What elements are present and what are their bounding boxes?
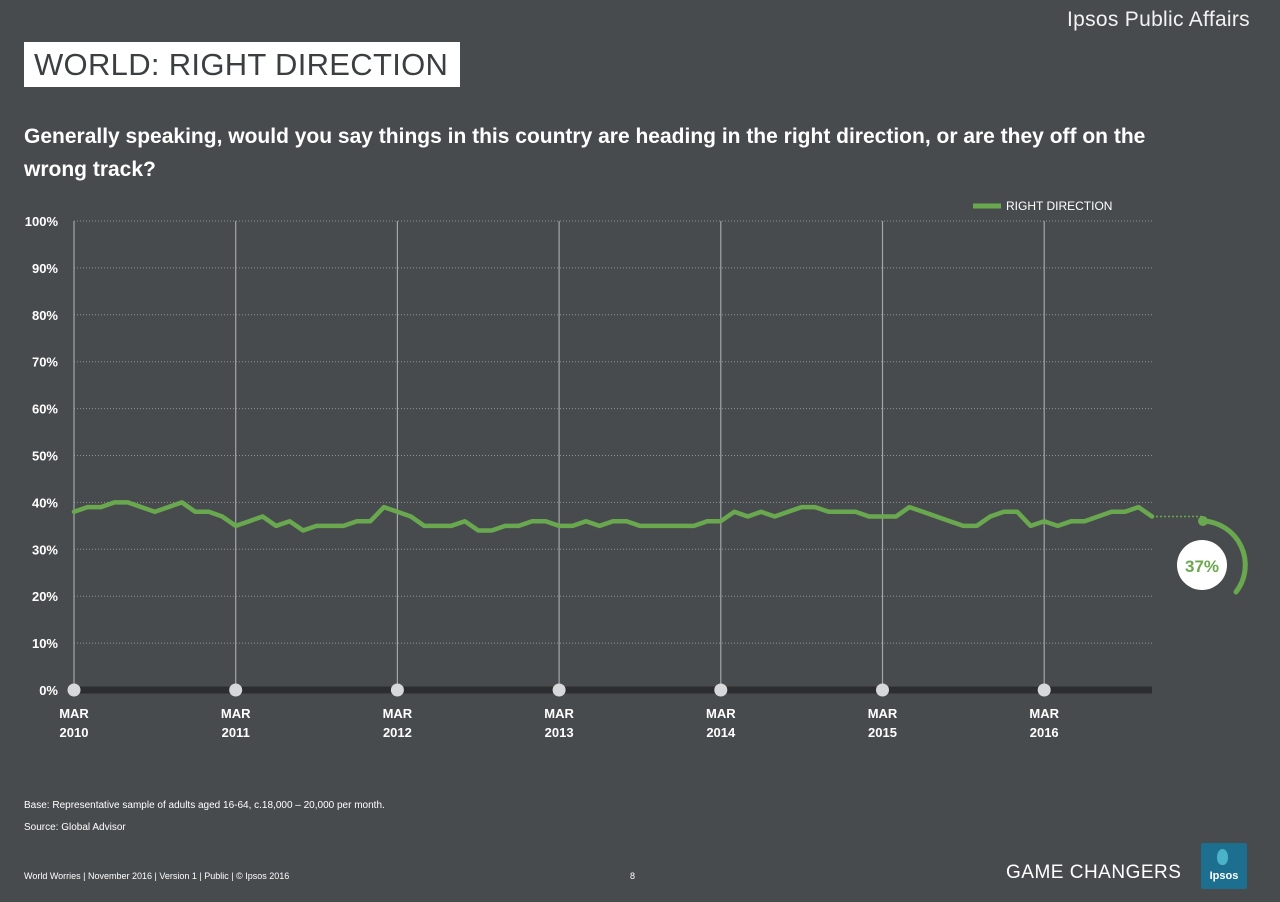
- x-tick-year: 2010: [60, 725, 89, 740]
- logo-drop-icon: [1217, 849, 1228, 865]
- x-tick-year: 2013: [545, 725, 574, 740]
- brand-name: Ipsos Public Affairs: [1066, 8, 1250, 31]
- y-tick-label: 90%: [32, 261, 58, 276]
- x-tick-year: 2015: [868, 725, 897, 740]
- x-axis-marker: [714, 683, 728, 697]
- y-tick-label: 0%: [39, 683, 58, 698]
- x-axis-marker: [552, 683, 566, 697]
- y-tick-label: 60%: [32, 402, 58, 417]
- y-tick-label: 40%: [32, 495, 58, 510]
- x-tick-year: 2014: [706, 725, 736, 740]
- x-tick-month: MAR: [59, 706, 89, 721]
- x-axis-marker: [229, 683, 243, 697]
- y-tick-label: 70%: [32, 355, 58, 370]
- survey-question: Generally speaking, would you say things…: [24, 125, 1146, 181]
- callout-dot: [1198, 516, 1208, 526]
- x-axis-marker: [390, 683, 404, 697]
- callout-circle: [1177, 540, 1227, 590]
- base-note: Base: Representative sample of adults ag…: [24, 800, 385, 811]
- page-title: WORLD: RIGHT DIRECTION: [34, 46, 449, 82]
- y-tick-label: 20%: [32, 589, 58, 604]
- y-tick-label: 30%: [32, 542, 58, 557]
- x-tick-month: MAR: [383, 706, 413, 721]
- x-axis-marker: [876, 683, 889, 697]
- callout-value: 37%: [1185, 557, 1219, 576]
- y-tick-label: 100%: [25, 214, 59, 229]
- legend-label: RIGHT DIRECTION: [1006, 199, 1112, 213]
- x-tick-month: MAR: [706, 706, 736, 721]
- y-tick-label: 80%: [32, 308, 58, 323]
- page-number: 8: [630, 871, 636, 881]
- x-tick-month: MAR: [868, 706, 898, 721]
- logo-text: Ipsos: [1209, 870, 1239, 882]
- line-chart: 0% 10% 20% 30% 40% 50% 60% 70% 80% 90% 100% MAR 2010…: [25, 199, 1248, 740]
- x-axis-marker: [1037, 683, 1051, 697]
- footer-info: World Worries | November 2016 | Version …: [24, 871, 290, 881]
- x-axis-marker: [67, 683, 81, 697]
- x-tick-month: MAR: [1029, 706, 1059, 721]
- source-note: Source: Global Advisor: [24, 822, 126, 833]
- x-tick-year: 2016: [1030, 725, 1059, 740]
- x-tick-month: MAR: [544, 706, 574, 721]
- x-tick-year: 2012: [383, 725, 412, 740]
- page-title-box: WORLD: RIGHT DIRECTION: [24, 42, 460, 87]
- tagline: GAME CHANGERS: [1006, 862, 1182, 883]
- y-tick-label: 10%: [32, 636, 58, 651]
- series-line-right-direction: [71, 500, 1155, 533]
- x-tick-year: 2011: [222, 725, 250, 740]
- y-tick-label: 50%: [32, 449, 58, 464]
- ipsos-logo: Ipsos: [1201, 843, 1247, 889]
- x-tick-month: MAR: [221, 706, 251, 721]
- callout-arc: [1200, 518, 1248, 595]
